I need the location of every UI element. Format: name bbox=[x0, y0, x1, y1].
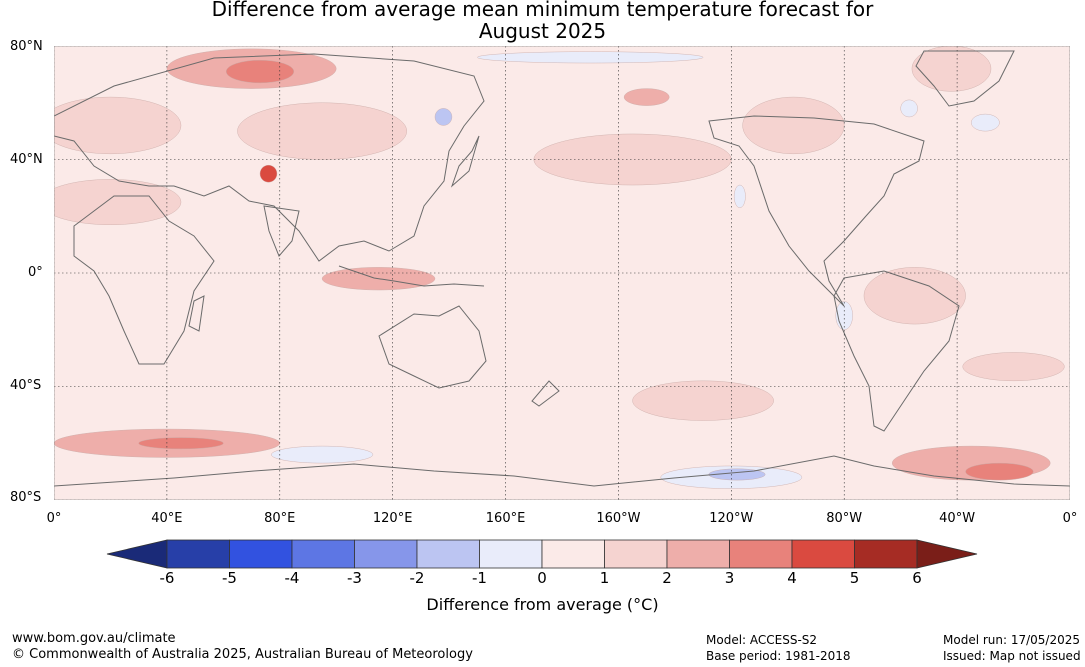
colorbar-segment bbox=[291, 539, 355, 569]
lat-label-40s: 40°S bbox=[10, 378, 42, 393]
colorbar-tick: -4 bbox=[284, 569, 300, 587]
coastline-antarctica bbox=[54, 455, 1070, 487]
colorbar-segment bbox=[729, 539, 793, 569]
anomaly-region-20 bbox=[271, 445, 374, 464]
lon-label-0-end: 0° bbox=[1062, 511, 1078, 526]
colorbar-segment bbox=[791, 539, 855, 569]
colorbar-segments bbox=[166, 539, 918, 569]
lon-label-160w: 160°W bbox=[596, 511, 641, 526]
coastline-japan bbox=[450, 135, 480, 188]
footer-url[interactable]: www.bom.gov.au/climate bbox=[12, 631, 176, 646]
colorbar bbox=[106, 539, 978, 569]
coastline-indonesia bbox=[338, 265, 485, 287]
anomaly-region-4 bbox=[54, 179, 182, 225]
colorbar-tick: 6 bbox=[912, 569, 922, 587]
colorbar-tick: 3 bbox=[724, 569, 735, 587]
colorbar-tick: -1 bbox=[472, 569, 487, 587]
lat-label-80n: 80°N bbox=[10, 39, 43, 54]
anomaly-region-16 bbox=[965, 462, 1034, 481]
coastline-australia bbox=[378, 305, 487, 389]
coastline-north-america bbox=[708, 115, 925, 307]
lat-label-80s: 80°S bbox=[10, 490, 42, 505]
map-title-line-1: Difference from average mean minimum tem… bbox=[211, 0, 874, 21]
anomaly-region-24 bbox=[434, 108, 453, 126]
footer-model-run: Model run: 17/05/2025 bbox=[943, 633, 1081, 647]
coastlines bbox=[54, 50, 1070, 487]
anomaly-region-2 bbox=[259, 164, 278, 183]
graticule bbox=[54, 46, 1070, 500]
colorbar-tick: 1 bbox=[599, 569, 610, 587]
colorbar-label: Difference from average (°C) bbox=[426, 595, 659, 614]
colorbar-tick: 4 bbox=[787, 569, 797, 587]
colorbar-segment bbox=[416, 539, 480, 569]
colorbar-segment bbox=[479, 539, 543, 569]
lon-label-80w: 80°W bbox=[826, 511, 863, 526]
anomaly-region-26 bbox=[733, 184, 746, 208]
colorbar-tick: -3 bbox=[347, 569, 362, 587]
footer-model: Model: ACCESS-S2 bbox=[706, 633, 818, 647]
anomaly-region-14 bbox=[138, 437, 224, 450]
lat-label-0: 0° bbox=[28, 265, 43, 280]
colorbar-tick: -2 bbox=[409, 569, 425, 587]
footer-issued: Issued: Map not issued bbox=[943, 649, 1081, 663]
coastline-south-america bbox=[833, 270, 960, 432]
colorbar-segment bbox=[354, 539, 418, 569]
lon-label-160e: 160°E bbox=[485, 511, 526, 526]
colorbar-segment bbox=[604, 539, 668, 569]
coastline-greenland bbox=[915, 50, 1015, 107]
colorbar-tick: -6 bbox=[159, 569, 175, 587]
anomaly-region-3 bbox=[54, 96, 182, 155]
anomaly-layer bbox=[54, 46, 1065, 489]
anomaly-region-17 bbox=[632, 380, 774, 421]
anomaly-region-12 bbox=[962, 352, 1065, 382]
lon-label-80e: 80°E bbox=[264, 511, 296, 526]
anomaly-region-21 bbox=[900, 99, 918, 118]
anomaly-region-23 bbox=[477, 51, 704, 64]
anomaly-region-9 bbox=[742, 96, 845, 155]
coastline-eurasia bbox=[54, 53, 485, 262]
colorbar-tick: 0 bbox=[537, 569, 547, 587]
colorbar-tick: 2 bbox=[662, 569, 672, 587]
coastline-india bbox=[263, 205, 300, 257]
anomaly-region-10 bbox=[911, 46, 992, 92]
lon-label-40e: 40°E bbox=[151, 511, 183, 526]
colorbar-tick: 5 bbox=[849, 569, 860, 587]
anomaly-region-22 bbox=[971, 113, 1000, 132]
temperature-anomaly-map bbox=[54, 46, 1070, 500]
anomaly-region-11 bbox=[863, 267, 966, 325]
colorbar-segment bbox=[666, 539, 730, 569]
colorbar-over-arrow bbox=[916, 539, 978, 569]
colorbar-segment bbox=[541, 539, 605, 569]
colorbar-under-arrow bbox=[106, 539, 168, 569]
lon-label-40w: 40°W bbox=[939, 511, 976, 526]
colorbar-tick: -5 bbox=[222, 569, 237, 587]
colorbar-segment bbox=[229, 539, 293, 569]
coastline-africa bbox=[73, 195, 215, 365]
colorbar-segment bbox=[854, 539, 918, 569]
map-title-line-2: August 2025 bbox=[478, 19, 607, 43]
footer-base-period: Base period: 1981-2018 bbox=[706, 649, 851, 663]
coastline-new-zealand bbox=[531, 380, 560, 407]
anomaly-region-1 bbox=[225, 59, 295, 84]
anomaly-region-5 bbox=[237, 102, 407, 160]
coastline-madagascar bbox=[188, 295, 205, 332]
lon-label-120e: 120°E bbox=[372, 511, 413, 526]
lon-label-120w: 120°W bbox=[709, 511, 754, 526]
lon-label-0: 0° bbox=[46, 511, 62, 526]
footer-copyright: © Commonwealth of Australia 2025, Austra… bbox=[12, 647, 473, 662]
anomaly-region-8 bbox=[623, 88, 670, 106]
colorbar-segment bbox=[166, 539, 230, 569]
lat-label-40n: 40°N bbox=[10, 152, 43, 167]
